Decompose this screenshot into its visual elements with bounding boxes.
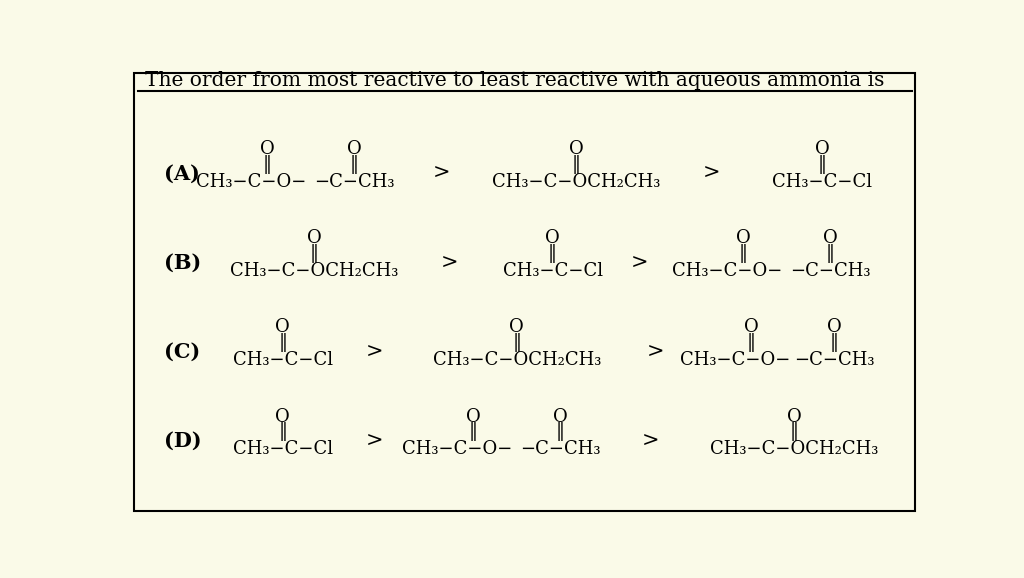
Text: CH₃−C−Cl: CH₃−C−Cl <box>232 440 333 458</box>
Text: −C−CH₃: −C−CH₃ <box>520 440 601 458</box>
Text: ‖: ‖ <box>469 422 478 440</box>
Text: ‖: ‖ <box>310 244 319 262</box>
Text: >: > <box>647 343 665 361</box>
Text: O: O <box>569 140 584 158</box>
Text: >: > <box>631 254 648 272</box>
Text: CH₃−C−Cl: CH₃−C−Cl <box>772 173 872 191</box>
Text: >: > <box>440 254 458 272</box>
Text: ‖: ‖ <box>349 155 358 173</box>
Text: (D): (D) <box>164 431 202 451</box>
Text: ‖: ‖ <box>818 155 827 173</box>
Text: O: O <box>827 318 842 336</box>
Text: O: O <box>545 229 560 247</box>
Text: −C−CH₃: −C−CH₃ <box>314 173 394 191</box>
Text: >: > <box>702 165 720 183</box>
Text: O: O <box>307 229 322 247</box>
Text: The order from most reactive to least reactive with aqueous ammonia is: The order from most reactive to least re… <box>145 72 885 90</box>
Text: >: > <box>366 343 383 361</box>
Text: ‖: ‖ <box>556 422 565 440</box>
Text: (A): (A) <box>164 164 200 184</box>
Text: (B): (B) <box>164 253 201 273</box>
Text: ‖: ‖ <box>512 333 521 351</box>
Text: ‖: ‖ <box>279 333 288 351</box>
Text: O: O <box>466 407 480 425</box>
Text: CH₃−C−OCH₂CH₃: CH₃−C−OCH₂CH₃ <box>433 351 601 369</box>
Text: O: O <box>347 140 361 158</box>
Text: ‖: ‖ <box>791 422 799 440</box>
Text: ‖: ‖ <box>262 155 271 173</box>
Text: ‖: ‖ <box>746 333 756 351</box>
Text: O: O <box>275 407 290 425</box>
Text: ‖: ‖ <box>548 244 557 262</box>
Text: O: O <box>510 318 524 336</box>
Text: CH₃−C−O−: CH₃−C−O− <box>196 173 306 191</box>
Text: CH₃−C−Cl: CH₃−C−Cl <box>503 262 603 280</box>
Text: CH₃−C−OCH₂CH₃: CH₃−C−OCH₂CH₃ <box>230 262 398 280</box>
Text: CH₃−C−OCH₂CH₃: CH₃−C−OCH₂CH₃ <box>711 440 879 458</box>
Text: CH₃−C−O−: CH₃−C−O− <box>672 262 782 280</box>
Text: >: > <box>366 432 383 450</box>
Text: CH₃−C−OCH₂CH₃: CH₃−C−OCH₂CH₃ <box>493 173 660 191</box>
Text: (C): (C) <box>164 342 200 362</box>
Text: O: O <box>553 407 568 425</box>
Text: ‖: ‖ <box>829 333 839 351</box>
Text: ‖: ‖ <box>571 155 581 173</box>
Text: O: O <box>743 318 759 336</box>
Text: ‖: ‖ <box>825 244 835 262</box>
Text: O: O <box>815 140 829 158</box>
Text: ‖: ‖ <box>279 422 288 440</box>
Text: ‖: ‖ <box>738 244 748 262</box>
Text: −C−CH₃: −C−CH₃ <box>791 262 870 280</box>
Text: −C−CH₃: −C−CH₃ <box>794 351 874 369</box>
Text: CH₃−C−O−: CH₃−C−O− <box>402 440 513 458</box>
Text: O: O <box>259 140 274 158</box>
Text: O: O <box>275 318 290 336</box>
Text: >: > <box>641 432 658 450</box>
Text: O: O <box>823 229 838 247</box>
Text: O: O <box>787 407 802 425</box>
Text: CH₃−C−Cl: CH₃−C−Cl <box>232 351 333 369</box>
Text: >: > <box>433 165 451 183</box>
Text: O: O <box>735 229 751 247</box>
Text: CH₃−C−O−: CH₃−C−O− <box>680 351 791 369</box>
